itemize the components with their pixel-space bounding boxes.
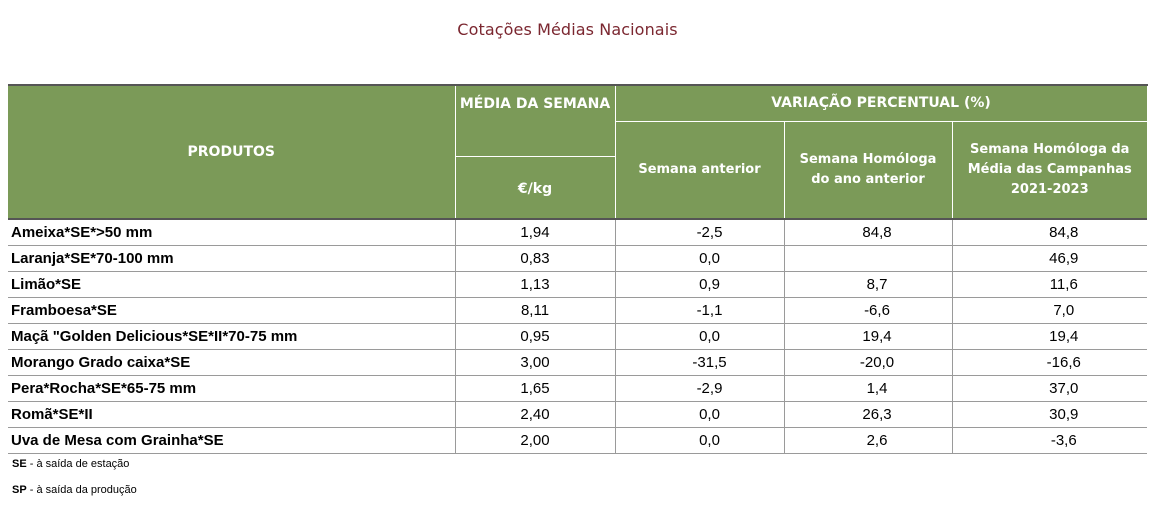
table-row: Morango Grado caixa*SE 3,00 -31,5 -20,0 … [8, 349, 1148, 376]
product-name: Morango Grado caixa*SE [8, 349, 456, 376]
campaigns-week-variation: 46,9 [952, 245, 1148, 272]
header-percent-variation: VARIAÇÃO PERCENTUAL (%) [614, 84, 1148, 122]
previous-week-variation: 0,0 [615, 427, 785, 454]
homologous-week-variation: -6,6 [784, 297, 953, 324]
table-header: PRODUTOS MÉDIA DA SEMANA VARIAÇÃO PERCEN… [8, 84, 1148, 220]
product-name: Laranja*SE*70-100 mm [8, 245, 456, 272]
product-name: Maçã "Golden Delicious*SE*II*70-75 mm [8, 323, 456, 350]
header-homologous-week: Semana Homóloga do ano anterior [783, 121, 953, 220]
week-average-value: 1,65 [455, 375, 616, 402]
previous-week-variation: -31,5 [615, 349, 785, 376]
previous-week-variation: 0,9 [615, 271, 785, 298]
homologous-week-variation: 8,7 [784, 271, 953, 298]
footnote-text: - à saída de estação [26, 458, 130, 470]
footnote-code: SE [12, 458, 27, 470]
campaigns-week-variation: 30,9 [952, 401, 1148, 428]
footnote-code: SP [12, 484, 27, 496]
previous-week-variation: -1,1 [615, 297, 785, 324]
table-row: Maçã "Golden Delicious*SE*II*70-75 mm 0,… [8, 323, 1148, 350]
table-row: Pera*Rocha*SE*65-75 mm 1,65 -2,9 1,4 37,… [8, 375, 1148, 402]
prices-table: PRODUTOS MÉDIA DA SEMANA VARIAÇÃO PERCEN… [8, 84, 1148, 454]
week-average-value: 0,83 [455, 245, 616, 272]
campaigns-week-variation: 37,0 [952, 375, 1148, 402]
table-row: Framboesa*SE 8,11 -1,1 -6,6 7,0 [8, 297, 1148, 324]
product-name: Limão*SE [8, 271, 456, 298]
table-row: Limão*SE 1,13 0,9 8,7 11,6 [8, 271, 1148, 298]
previous-week-variation: 0,0 [615, 245, 785, 272]
header-unit: €/kg [454, 156, 616, 220]
product-name: Romã*SE*II [8, 401, 456, 428]
week-average-value: 8,11 [455, 297, 616, 324]
table-row: Ameixa*SE*>50 mm 1,94 -2,5 84,8 84,8 [8, 218, 1148, 246]
product-name: Pera*Rocha*SE*65-75 mm [8, 375, 456, 402]
homologous-week-variation [784, 245, 953, 272]
campaigns-week-variation: -16,6 [952, 349, 1148, 376]
previous-week-variation: -2,9 [615, 375, 785, 402]
week-average-value: 1,94 [455, 218, 616, 246]
page-title: Cotações Médias Nacionais [457, 20, 678, 39]
week-average-value: 0,95 [455, 323, 616, 350]
product-name: Ameixa*SE*>50 mm [8, 218, 456, 246]
homologous-week-variation: 1,4 [784, 375, 953, 402]
product-name: Framboesa*SE [8, 297, 456, 324]
previous-week-variation: 0,0 [615, 323, 785, 350]
previous-week-variation: 0,0 [615, 401, 785, 428]
header-campaigns-week: Semana Homóloga da Média das Campanhas 2… [951, 121, 1148, 220]
table-row: Uva de Mesa com Grainha*SE 2,00 0,0 2,6 … [8, 427, 1148, 454]
campaigns-week-variation: 84,8 [952, 218, 1148, 246]
week-average-value: 2,00 [455, 427, 616, 454]
homologous-week-variation: 26,3 [784, 401, 953, 428]
footnote-sp: SP - à saída da produção [12, 484, 137, 496]
week-average-value: 1,13 [455, 271, 616, 298]
table-row: Laranja*SE*70-100 mm 0,83 0,0 46,9 [8, 245, 1148, 272]
footnote-text: - à saída da produção [26, 484, 137, 496]
table-body: Ameixa*SE*>50 mm 1,94 -2,5 84,8 84,8 Lar… [8, 218, 1148, 454]
campaigns-week-variation: 19,4 [952, 323, 1148, 350]
homologous-week-variation: 84,8 [784, 218, 953, 246]
previous-week-variation: -2,5 [615, 218, 785, 246]
homologous-week-variation: 19,4 [784, 323, 953, 350]
header-previous-week: Semana anterior [614, 121, 785, 220]
homologous-week-variation: 2,6 [784, 427, 953, 454]
header-week-average: MÉDIA DA SEMANA [454, 84, 616, 157]
campaigns-week-variation: -3,6 [952, 427, 1148, 454]
footnote-se: SE - à saída de estação [12, 458, 129, 470]
product-name: Uva de Mesa com Grainha*SE [8, 427, 456, 454]
table-row: Romã*SE*II 2,40 0,0 26,3 30,9 [8, 401, 1148, 428]
header-products: PRODUTOS [8, 84, 456, 220]
campaigns-week-variation: 7,0 [952, 297, 1148, 324]
campaigns-week-variation: 11,6 [952, 271, 1148, 298]
homologous-week-variation: -20,0 [784, 349, 953, 376]
week-average-value: 3,00 [455, 349, 616, 376]
week-average-value: 2,40 [455, 401, 616, 428]
